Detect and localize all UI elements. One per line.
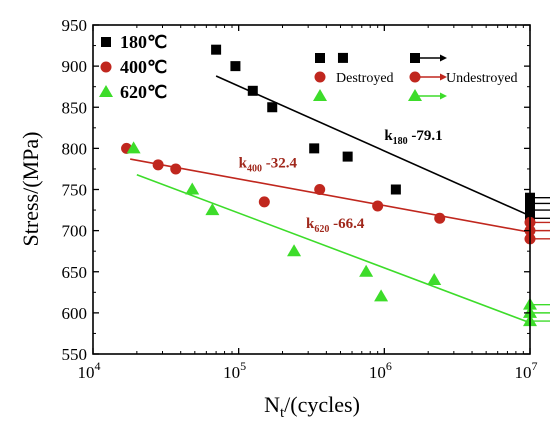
series-group [126, 141, 550, 327]
x-tick-label: 105 [223, 359, 246, 382]
data-point-destroyed [427, 272, 442, 285]
y-tick-label: 950 [62, 16, 88, 35]
status-legend-arrow [417, 73, 447, 81]
slope-annotation-value: -32.4 [262, 155, 297, 171]
data-point-destroyed [390, 184, 401, 195]
data-point-destroyed [267, 102, 278, 113]
status-legend-destroyed-marker [314, 71, 326, 83]
slope-annotation: k620 -66.4 [306, 216, 365, 235]
status-legend-undestroyed-marker [409, 71, 421, 83]
data-point-destroyed [287, 244, 302, 257]
status-legend-destroyed-marker [313, 89, 327, 101]
status-legend-destroyed-label: Destroyed [336, 71, 394, 86]
data-point-destroyed [185, 182, 200, 195]
slope-annotation-sub: 620 [314, 224, 329, 235]
slope-annotation-k: k [384, 128, 393, 144]
y-tick-label: 850 [62, 98, 88, 117]
fit-line [215, 75, 531, 217]
x-tick-label-exp: 7 [532, 359, 538, 373]
slope-annotation-sub: 400 [247, 163, 262, 174]
slope-annotation-sub: 180 [393, 136, 408, 147]
fit-line [130, 158, 531, 234]
x-tick-label-base: 10 [369, 363, 386, 382]
x-axis-title-rest: /(cycles) [284, 392, 360, 417]
x-axis-title-main: N [264, 392, 280, 417]
x-tick-label-exp: 6 [386, 359, 392, 373]
runout-arrow [532, 202, 550, 205]
x-tick-label: 104 [78, 359, 101, 382]
slope-annotation-k: k [306, 216, 315, 232]
runout-arrow [532, 209, 550, 211]
status-legend-arrow-head [440, 73, 447, 81]
slope-annotation-value: -79.1 [408, 128, 443, 144]
status-legend-destroyed-marker [315, 53, 325, 63]
x-tick-label: 107 [515, 359, 538, 382]
legend-marker [101, 37, 111, 47]
status-legend-arrow-head [440, 54, 447, 62]
y-tick-label: 900 [62, 57, 88, 76]
fit-line [136, 173, 531, 324]
data-point-destroyed [309, 143, 320, 154]
data-point-destroyed [374, 289, 389, 302]
data-point-destroyed [434, 212, 446, 224]
x-tick-label-base: 10 [223, 363, 240, 382]
slope-annotation: k400 -32.4 [239, 155, 298, 174]
data-point-destroyed [372, 200, 384, 212]
data-point-destroyed [258, 196, 270, 208]
runout-arrow [532, 312, 550, 314]
data-point-destroyed [337, 52, 348, 63]
status-legend-undestroyed-label: Undestroyed [446, 71, 518, 86]
y-axis-title: Stress/(MPa) [18, 132, 43, 247]
data-point-destroyed [126, 141, 141, 154]
legend-label: 620℃ [120, 82, 167, 102]
data-point-destroyed [152, 159, 164, 171]
legend-marker [99, 85, 113, 97]
runout-arrow [532, 320, 550, 322]
y-tick-label: 650 [62, 263, 88, 282]
runout-arrow [532, 217, 550, 219]
data-point-destroyed [211, 44, 222, 55]
status-legend-undestroyed-marker [410, 53, 420, 63]
legend-label: 180℃ [120, 32, 167, 52]
x-tick-label-exp: 4 [95, 359, 101, 373]
data-point-destroyed [342, 151, 353, 162]
slope-annotation: k180 -79.1 [384, 128, 442, 147]
status-legend-arrow [417, 92, 447, 100]
y-tick-label: 600 [62, 304, 88, 323]
x-tick-label-base: 10 [515, 363, 532, 382]
data-point-destroyed [359, 264, 374, 277]
y-tick-label: 800 [62, 139, 88, 158]
status-legend-undestroyed-marker [408, 89, 422, 101]
data-point-destroyed [205, 203, 220, 216]
x-axis-title: Nt/(cycles) [264, 392, 360, 421]
data-point-destroyed [314, 184, 326, 195]
x-tick-label: 106 [369, 359, 392, 382]
status-legend-arrow-head [440, 92, 447, 100]
status-legend-arrow [417, 54, 447, 62]
slope-annotation-k: k [239, 155, 248, 171]
legend-marker [100, 61, 112, 73]
runout-arrow [532, 303, 550, 306]
legend-layer: 180℃ 400℃ 620℃ Destroyed Undestroyed [99, 32, 518, 102]
x-tick-label-base: 10 [78, 363, 95, 382]
x-axis-title-sub: t [280, 405, 285, 421]
y-tick-label: 750 [62, 181, 88, 200]
y-tick-label: 700 [62, 222, 88, 241]
y-tick-label: 550 [62, 345, 88, 364]
data-point-destroyed [170, 163, 182, 175]
runout-arrow [532, 197, 550, 199]
data-point-destroyed [230, 61, 241, 72]
legend-label: 400℃ [120, 57, 167, 77]
slope-annotation-value: -66.4 [329, 216, 364, 232]
x-tick-label-exp: 5 [240, 359, 246, 373]
data-point-destroyed [247, 85, 258, 96]
